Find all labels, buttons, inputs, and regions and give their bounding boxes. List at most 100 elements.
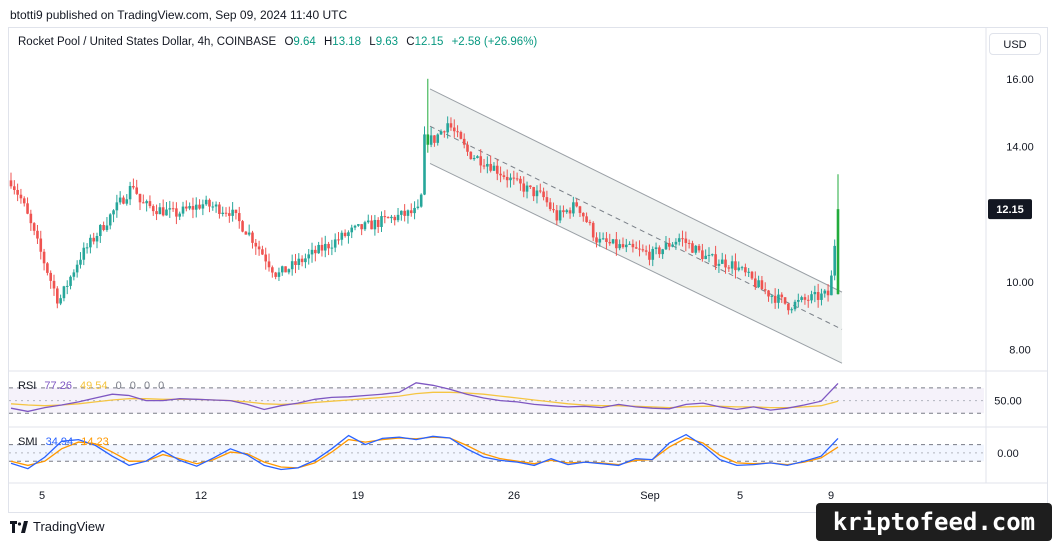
candle-body: [624, 244, 628, 248]
candle-body: [529, 185, 532, 188]
rsi-value: 77.26: [44, 380, 72, 392]
candle-body: [605, 238, 608, 242]
candle-body: [691, 243, 694, 253]
candle-body: [261, 249, 264, 255]
footer-brand[interactable]: TradingView: [10, 519, 105, 534]
candle-body: [95, 236, 99, 242]
candle: [651, 246, 655, 267]
candle-body: [618, 244, 621, 249]
candle: [400, 210, 403, 221]
candle-body: [661, 249, 664, 255]
candle: [323, 235, 327, 258]
candle: [816, 283, 820, 308]
candle-body: [697, 245, 701, 251]
indicator-main-line: [10, 382, 839, 413]
candle-body: [777, 294, 780, 303]
candle-body: [459, 132, 463, 139]
candle-body: [400, 210, 403, 215]
candle: [277, 267, 281, 281]
candle: [439, 129, 443, 135]
candle: [482, 158, 486, 170]
candle: [221, 206, 225, 217]
candle-body: [396, 214, 400, 221]
candle: [538, 183, 542, 194]
candle: [823, 289, 827, 298]
candle-body: [32, 223, 36, 231]
change-value: +2.58 (+26.96%): [451, 36, 538, 48]
candle-body: [707, 254, 711, 256]
candle-body: [793, 301, 797, 310]
candle: [56, 286, 59, 309]
candle: [343, 229, 347, 238]
candle-body: [744, 267, 747, 273]
candle: [396, 207, 400, 223]
candle: [294, 253, 297, 274]
candle: [757, 275, 760, 289]
candle-body: [558, 210, 562, 221]
candle-body: [760, 280, 764, 290]
candle: [49, 270, 52, 289]
candle: [264, 247, 268, 270]
candle-body: [171, 208, 175, 210]
candle-body: [85, 247, 89, 249]
rsi-extra: 0: [158, 380, 165, 392]
candle: [750, 270, 754, 280]
rsi-extra: 0: [129, 380, 136, 392]
candle: [403, 204, 406, 222]
candle-body: [284, 266, 287, 273]
smi-value: 34.94: [45, 436, 74, 448]
candle-body: [307, 254, 311, 259]
candle-body: [128, 185, 132, 200]
candle: [704, 249, 707, 260]
candle: [667, 237, 671, 251]
candle: [456, 125, 459, 138]
channel-lower-line: [429, 162, 843, 364]
candle: [29, 209, 33, 231]
candle-body: [720, 259, 724, 264]
currency-button[interactable]: USD: [989, 33, 1041, 55]
candle: [489, 155, 492, 173]
candle: [591, 221, 595, 242]
candle: [634, 241, 638, 249]
candle: [218, 201, 221, 219]
candle-body: [505, 176, 509, 181]
candle-body: [257, 246, 261, 250]
chart-frame[interactable]: [8, 27, 1048, 513]
candle-body: [29, 213, 33, 224]
candle: [658, 245, 661, 258]
candle: [631, 239, 635, 253]
candle: [499, 166, 502, 183]
candle: [142, 194, 145, 204]
candle-body: [754, 278, 757, 288]
candle-body: [654, 247, 658, 250]
candle: [820, 288, 823, 306]
candle-body: [155, 211, 158, 215]
candle: [16, 183, 19, 202]
candle-body: [767, 290, 770, 297]
close-value: C12.15: [406, 36, 444, 48]
candle-body: [297, 258, 301, 265]
candle-body: [148, 201, 152, 207]
candle: [52, 274, 56, 296]
candle-body: [198, 204, 201, 209]
candle: [674, 238, 678, 250]
candle-body: [350, 227, 354, 233]
candle-body: [26, 203, 29, 214]
candle-body: [118, 197, 122, 203]
candle: [105, 217, 109, 232]
candle-body: [664, 243, 668, 250]
candle: [459, 130, 463, 140]
candle: [327, 241, 330, 256]
candle: [770, 294, 774, 304]
candle-body: [208, 199, 211, 207]
candle-body: [773, 295, 777, 303]
candle: [601, 232, 605, 240]
candle-body: [588, 222, 592, 224]
candle: [89, 234, 92, 254]
candle-body: [783, 297, 787, 304]
candle: [515, 172, 519, 182]
candle: [151, 204, 155, 216]
candle: [165, 201, 168, 216]
indicator-secondary-line: [10, 391, 839, 409]
